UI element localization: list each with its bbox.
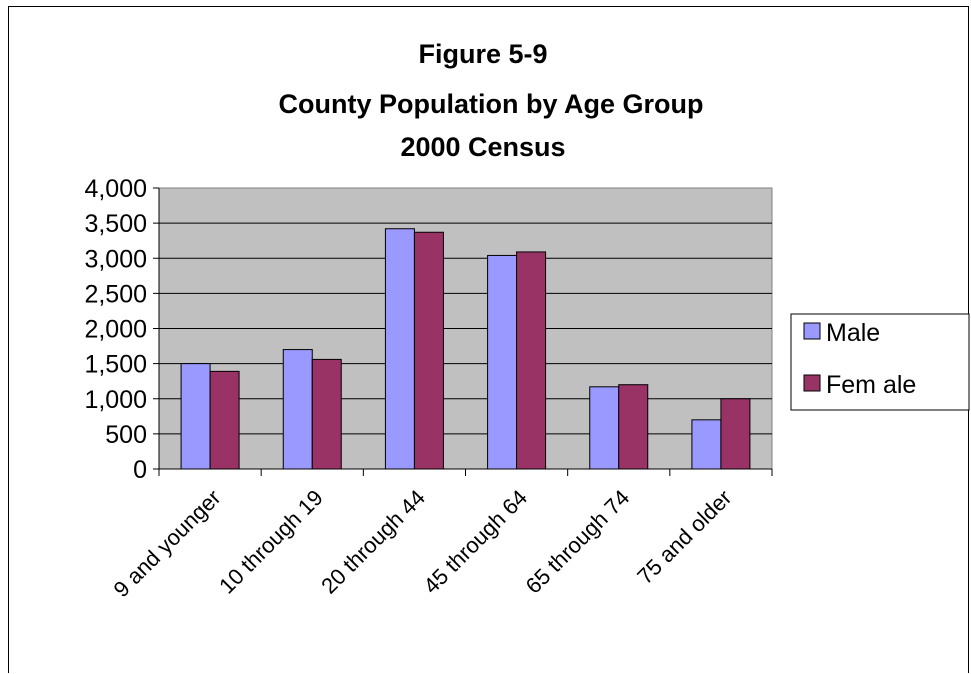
bar-male	[181, 364, 210, 469]
bar-male	[385, 229, 414, 469]
bar-male	[488, 255, 517, 469]
chart-title-line-1: Figure 5-9	[418, 39, 547, 69]
bar-male	[590, 387, 619, 469]
bar-female	[312, 359, 341, 469]
bar-female	[210, 371, 239, 469]
bar-male	[692, 420, 721, 469]
y-tick-label: 1,000	[84, 386, 147, 414]
legend-swatch-male	[804, 323, 820, 339]
legend-label-male: Male	[826, 319, 880, 347]
chart-svg: Figure 5-9 County Population by Age Grou…	[9, 7, 970, 674]
legend-swatch-female	[804, 375, 820, 391]
legend-label-female: Fem ale	[826, 371, 916, 399]
y-tick-label: 1,500	[84, 351, 147, 379]
y-tick-label: 3,500	[84, 210, 147, 238]
legend: Male Fem ale	[791, 314, 969, 410]
chart-frame: Figure 5-9 County Population by Age Grou…	[8, 6, 969, 673]
chart-title: Figure 5-9 County Population by Age Grou…	[279, 39, 704, 162]
bar-female	[619, 385, 648, 469]
bar-female	[517, 252, 546, 469]
y-tick-label: 3,000	[84, 245, 147, 273]
y-tick-label: 2,000	[84, 316, 147, 344]
chart-title-line-3: 2000 Census	[400, 132, 565, 162]
y-axis: 0 500 1,000 1,500 2,000 2,500 3,000 3,500 4,000	[84, 175, 159, 484]
chart-title-line-2: County Population by Age Group	[279, 89, 704, 119]
x-tick-label: 20 through 44	[316, 485, 430, 599]
bar-female	[721, 399, 750, 469]
x-tick-label: 10 through 19	[214, 485, 328, 599]
x-tick-label: 65 through 74	[521, 485, 635, 599]
x-tick-label: 75 and older	[632, 485, 736, 589]
y-tick-label: 2,500	[84, 280, 147, 308]
bar-female	[414, 232, 443, 469]
y-tick-label: 500	[105, 421, 147, 449]
x-tick-label: 45 through 64	[418, 485, 532, 599]
y-tick-label: 0	[133, 456, 147, 484]
y-tick-label: 4,000	[84, 175, 147, 203]
bar-male	[283, 350, 312, 469]
x-tick-label: 9 and younger	[108, 485, 225, 602]
